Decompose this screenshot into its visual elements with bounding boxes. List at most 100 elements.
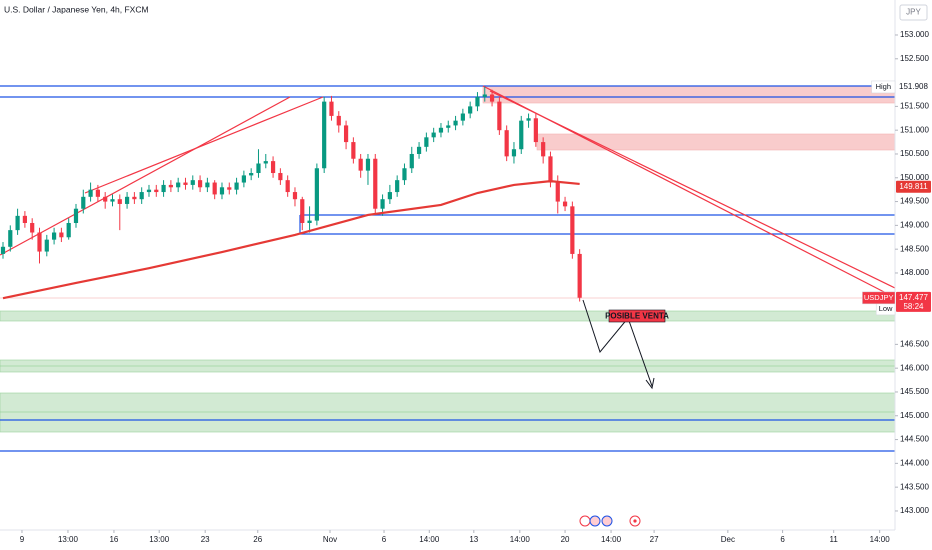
candle-body bbox=[132, 196, 137, 200]
candle-body bbox=[460, 113, 465, 121]
candle-body bbox=[497, 101, 502, 131]
badge-tag-label: High bbox=[876, 82, 891, 91]
candle-body bbox=[373, 158, 378, 209]
candle-body bbox=[336, 115, 341, 126]
candle-body bbox=[66, 222, 71, 238]
candle-body bbox=[241, 175, 246, 183]
x-tick-label: 9 bbox=[20, 535, 25, 544]
badge-tag-label: Low bbox=[879, 304, 893, 313]
candle-body bbox=[176, 182, 181, 188]
candle-body bbox=[15, 215, 20, 231]
candle-body bbox=[146, 189, 152, 193]
candle-body bbox=[489, 94, 495, 102]
y-tick-label: 148.000 bbox=[900, 268, 929, 277]
resistance-zone bbox=[482, 85, 896, 104]
y-tick-label: 146.500 bbox=[900, 339, 929, 348]
x-tick-label: 27 bbox=[650, 535, 659, 544]
candle-body bbox=[0, 246, 6, 254]
x-tick-label: 6 bbox=[780, 535, 785, 544]
annotation: POSIBLE VENTA bbox=[605, 312, 669, 321]
event-icon bbox=[579, 515, 591, 527]
candle-body bbox=[270, 161, 276, 174]
candle-body bbox=[197, 180, 203, 188]
candle-body bbox=[562, 201, 568, 207]
candle-body bbox=[59, 232, 64, 238]
candle-body bbox=[73, 208, 79, 223]
x-tick-label: 16 bbox=[109, 535, 118, 544]
countdown: 58:24 bbox=[903, 302, 924, 311]
trendline bbox=[489, 90, 896, 289]
y-tick-label: 144.000 bbox=[900, 458, 929, 467]
y-tick-label: 145.500 bbox=[900, 387, 929, 396]
price-badge-label: 151.908 bbox=[899, 82, 928, 91]
x-tick-label: 13:00 bbox=[149, 535, 170, 544]
candle-body bbox=[511, 149, 517, 157]
candle-body bbox=[358, 158, 363, 171]
candle-body bbox=[205, 182, 210, 188]
candle-body bbox=[234, 182, 239, 190]
candle-body bbox=[88, 189, 93, 197]
price-badge bbox=[896, 291, 931, 312]
trendline bbox=[0, 96, 291, 256]
candle-body bbox=[81, 196, 86, 209]
candle-body bbox=[51, 232, 57, 240]
candle-body bbox=[548, 156, 553, 183]
event-icon bbox=[633, 519, 637, 523]
candle-body bbox=[300, 199, 305, 223]
y-tick-label: 150.000 bbox=[900, 173, 929, 182]
candle-body bbox=[22, 215, 27, 223]
y-tick-label: 143.500 bbox=[900, 482, 929, 491]
candle-body bbox=[95, 189, 100, 197]
candle-body bbox=[322, 101, 327, 169]
candle-body bbox=[285, 180, 290, 193]
x-tick-label: Nov bbox=[323, 535, 337, 544]
candle-body bbox=[533, 118, 538, 143]
event-icon bbox=[589, 515, 601, 527]
candle-body bbox=[351, 142, 356, 159]
x-tick-label: 6 bbox=[382, 535, 387, 544]
event-icon bbox=[601, 515, 613, 527]
y-tick-label: 151.500 bbox=[900, 101, 929, 110]
candle-body bbox=[37, 232, 42, 252]
currency-box[interactable] bbox=[899, 4, 928, 21]
candle-body bbox=[387, 192, 392, 200]
candle-body bbox=[249, 173, 254, 176]
candle-body bbox=[278, 173, 283, 181]
moving-average bbox=[2, 180, 580, 300]
candle-body bbox=[227, 187, 232, 190]
x-tick-label: 14:00 bbox=[419, 535, 440, 544]
candle-body bbox=[541, 142, 546, 157]
candle-body bbox=[329, 101, 334, 116]
candle-body bbox=[190, 180, 195, 185]
candle-body bbox=[8, 230, 13, 247]
candle-body bbox=[577, 253, 582, 298]
candle-body bbox=[504, 130, 509, 157]
forecast-arrow bbox=[582, 299, 653, 387]
candle-body bbox=[183, 182, 188, 185]
x-tick-label: 14:00 bbox=[601, 535, 622, 544]
resistance-zone bbox=[536, 133, 896, 151]
price-badge-label: 147.477 bbox=[899, 293, 928, 302]
badge-tag-label: USDJPY bbox=[864, 293, 894, 302]
candle-body bbox=[468, 106, 473, 114]
candle-body bbox=[409, 153, 414, 169]
price-badge-label: 149.811 bbox=[899, 182, 928, 191]
candle-body bbox=[110, 199, 115, 202]
support-zone bbox=[0, 310, 896, 322]
candle-body bbox=[424, 137, 429, 147]
candle-body bbox=[395, 180, 400, 193]
currency: JPY bbox=[906, 8, 921, 17]
x-tick-label: 20 bbox=[561, 535, 570, 544]
candle-body bbox=[212, 182, 217, 195]
x-tick-label: 13 bbox=[469, 535, 478, 544]
price-badge bbox=[896, 180, 931, 193]
candle-body bbox=[307, 220, 312, 223]
candle-body bbox=[526, 118, 531, 121]
candle-body bbox=[292, 192, 298, 200]
candle-body bbox=[438, 127, 444, 133]
y-tick-label: 149.000 bbox=[900, 220, 929, 229]
arrow-head bbox=[645, 377, 655, 390]
badge-tag bbox=[862, 291, 896, 305]
y-tick-label: 153.000 bbox=[900, 30, 929, 39]
